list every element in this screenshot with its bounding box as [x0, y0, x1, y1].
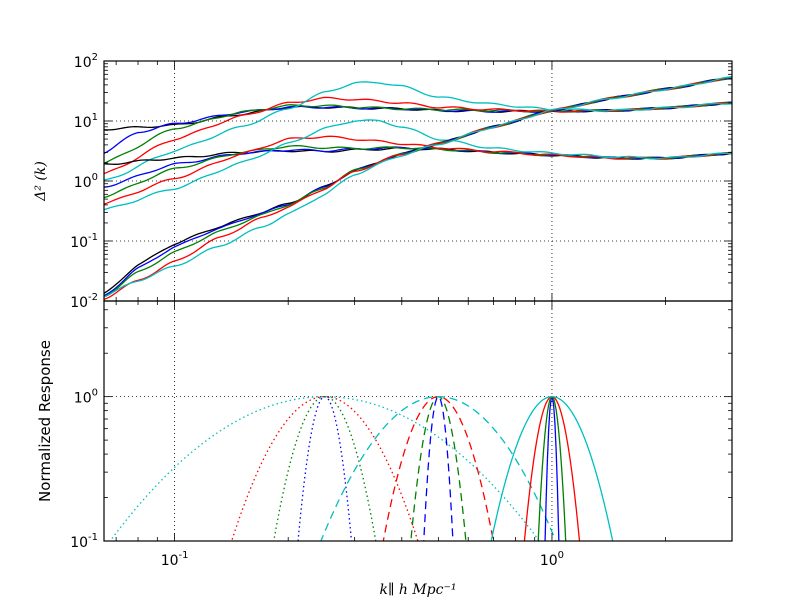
bottom-series	[109, 395, 614, 541]
bottom-series-line	[544, 395, 560, 541]
bottom-panel: 10-1 100 10-1 100 Normalized Response k∥ h …	[36, 300, 733, 598]
bottom-ticks: 10-1 100 10-1 100	[70, 301, 733, 569]
bottom-series-line	[273, 396, 377, 541]
top-series-line	[104, 119, 732, 211]
top-y-tick-label: 100	[74, 172, 98, 191]
bottom-grid	[104, 301, 732, 541]
bottom-series-line	[230, 396, 419, 541]
x-axis-label: k∥ h Mpc⁻¹	[379, 582, 456, 598]
top-series-line	[104, 76, 732, 298]
top-y-tick-label: 10-1	[70, 232, 98, 251]
top-series	[104, 76, 732, 300]
top-series-line	[104, 145, 732, 199]
top-y-tick-label: 102	[74, 52, 98, 71]
top-y-tick-label: 10-2	[70, 292, 98, 311]
bottom-series-line	[109, 396, 541, 541]
top-y-axis-label: Δ² (k)	[33, 161, 49, 202]
top-ticks: 10-2 10-1 100 101 102	[70, 52, 733, 311]
bottom-series-line	[423, 395, 454, 541]
top-series-line	[104, 81, 732, 181]
bottom-series-line	[297, 396, 353, 541]
bottom-series-line	[320, 396, 557, 541]
x-tick-label: 100	[540, 550, 564, 569]
top-y-tick-label: 101	[74, 112, 98, 131]
bottom-series-line	[490, 396, 614, 541]
bottom-y-tick-label: 100	[74, 388, 98, 407]
bottom-axes-frame	[103, 300, 733, 542]
top-series-line	[104, 135, 732, 205]
top-series-line	[104, 101, 732, 154]
top-panel: 10-2 10-1 100 101 102 Δ² (k)	[33, 52, 733, 311]
bottom-y-axis-label: Normalized Response	[36, 340, 54, 502]
x-tick-label: 10-1	[161, 550, 189, 569]
bottom-y-tick-label: 10-1	[70, 532, 98, 551]
